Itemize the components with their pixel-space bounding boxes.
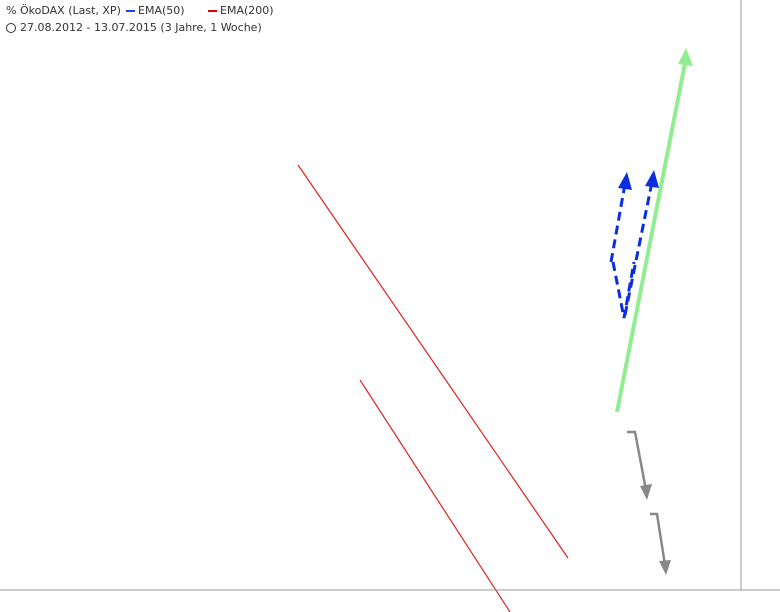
channel-line bbox=[359, 379, 511, 612]
arrow-head bbox=[678, 48, 693, 66]
arrow-head bbox=[618, 172, 632, 190]
arrow-head bbox=[640, 484, 652, 500]
arrow bbox=[611, 261, 636, 319]
arrow-head bbox=[659, 560, 671, 575]
channel-line bbox=[297, 164, 569, 559]
arrow-head bbox=[645, 170, 659, 188]
arrows bbox=[609, 48, 693, 575]
chart-subtitle: 27.08.2012 - 13.07.2015 (3 Jahre, 1 Woch… bbox=[20, 21, 262, 34]
arrow bbox=[623, 181, 654, 316]
chart-title: ÖkoDAX (Last, XP) bbox=[20, 4, 121, 17]
arrow bbox=[627, 430, 648, 491]
arrow bbox=[650, 512, 667, 566]
legend-entry: EMA(50) bbox=[138, 4, 185, 17]
arrow bbox=[615, 57, 688, 413]
channel bbox=[297, 164, 569, 612]
legend-entry: EMA(200) bbox=[220, 4, 274, 17]
clock-icon bbox=[6, 23, 16, 33]
icon: % bbox=[6, 4, 16, 17]
